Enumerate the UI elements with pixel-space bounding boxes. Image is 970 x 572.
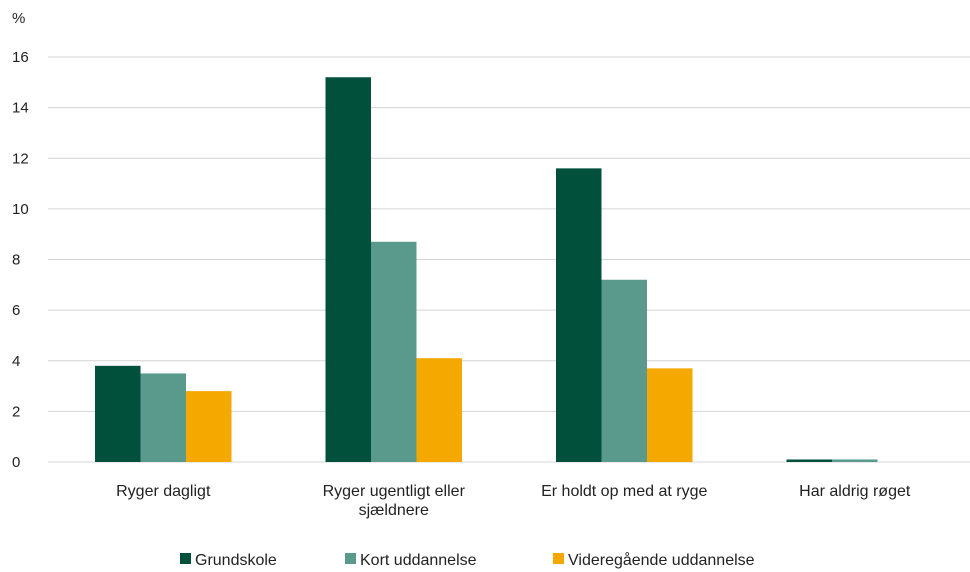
bar (556, 168, 602, 462)
legend-swatch (553, 553, 564, 564)
x-axis-category-labels: Ryger dagligt Ryger ugentligt eller sjældn… (116, 483, 911, 519)
y-tick-label: 4 (12, 353, 20, 370)
legend-label: Kort uddannelse (360, 552, 477, 569)
bar (416, 358, 462, 462)
bar (647, 368, 693, 462)
x-category-label: Ryger ugentligt eller sjældnere (323, 483, 466, 519)
y-tick-label: 16 (12, 49, 29, 66)
x-category-label: Er holdt op med at ryge (541, 483, 707, 500)
y-tick-label: 2 (12, 403, 20, 420)
bar (325, 77, 371, 462)
bar (371, 241, 417, 462)
legend-label: Videregående uddannelse (568, 551, 755, 569)
legend-swatch (345, 553, 356, 564)
y-tick-label: 6 (12, 302, 20, 319)
y-tick-label: 8 (12, 252, 20, 269)
x-category-label: Har aldrig røget (799, 483, 911, 500)
y-axis-unit-label: % (12, 10, 25, 27)
y-tick-label: 14 (12, 100, 29, 117)
legend-swatch (180, 553, 191, 564)
bar (832, 459, 878, 462)
bar (140, 373, 186, 462)
x-category-label: Ryger dagligt (116, 483, 211, 500)
bar (786, 459, 832, 462)
y-tick-label: 12 (12, 150, 29, 167)
bar (601, 279, 647, 462)
legend-label: Grundskole (195, 552, 277, 569)
bar (186, 391, 232, 462)
y-axis-ticks: 0 2 4 6 8 10 12 14 16 (12, 49, 29, 471)
y-tick-label: 10 (12, 201, 29, 218)
bar (95, 365, 141, 462)
y-tick-label: 0 (12, 454, 20, 471)
legend: Grundskole Kort uddannelse Videregående ud… (180, 551, 755, 569)
bars (95, 77, 878, 462)
